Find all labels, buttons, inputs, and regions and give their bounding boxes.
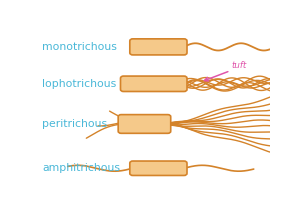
- Text: lophotrichous: lophotrichous: [42, 79, 116, 89]
- FancyBboxPatch shape: [121, 76, 187, 92]
- Text: peritrichous: peritrichous: [42, 119, 107, 129]
- Text: amphitrichous: amphitrichous: [42, 163, 120, 173]
- FancyBboxPatch shape: [130, 161, 187, 176]
- FancyBboxPatch shape: [118, 115, 171, 133]
- FancyBboxPatch shape: [130, 39, 187, 55]
- Text: monotrichous: monotrichous: [42, 42, 117, 52]
- Text: tuft: tuft: [232, 61, 247, 70]
